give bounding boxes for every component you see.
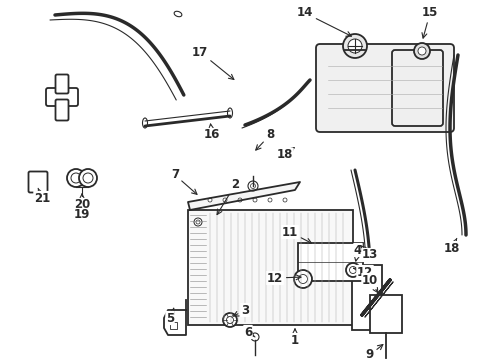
Circle shape xyxy=(298,274,307,284)
Bar xyxy=(369,295,401,333)
FancyBboxPatch shape xyxy=(55,99,68,121)
Text: 21: 21 xyxy=(34,188,50,204)
Text: 6: 6 xyxy=(244,325,254,338)
Text: 1: 1 xyxy=(290,329,299,346)
Ellipse shape xyxy=(142,118,147,128)
Circle shape xyxy=(71,173,81,183)
Bar xyxy=(297,243,362,281)
Text: 20: 20 xyxy=(74,194,90,211)
Ellipse shape xyxy=(227,108,232,118)
Text: 12: 12 xyxy=(353,266,372,279)
Circle shape xyxy=(250,333,259,341)
FancyBboxPatch shape xyxy=(391,50,442,126)
Text: 12: 12 xyxy=(266,271,300,284)
FancyBboxPatch shape xyxy=(55,75,68,94)
Text: 2: 2 xyxy=(217,179,239,215)
Circle shape xyxy=(252,198,257,202)
Circle shape xyxy=(247,181,258,191)
Text: 11: 11 xyxy=(281,225,311,243)
Circle shape xyxy=(194,218,202,226)
Text: 3: 3 xyxy=(233,303,248,316)
Circle shape xyxy=(346,263,359,277)
Text: 18: 18 xyxy=(443,238,459,255)
Bar xyxy=(170,322,177,329)
FancyBboxPatch shape xyxy=(28,171,47,193)
Circle shape xyxy=(413,43,429,59)
Bar xyxy=(187,210,352,325)
Text: 18: 18 xyxy=(276,148,293,162)
Circle shape xyxy=(79,169,97,187)
Text: 7: 7 xyxy=(171,168,197,194)
Text: 19: 19 xyxy=(74,208,90,221)
Circle shape xyxy=(83,173,93,183)
Text: 5: 5 xyxy=(165,308,174,324)
FancyBboxPatch shape xyxy=(315,44,453,132)
Circle shape xyxy=(347,39,361,53)
Text: 8: 8 xyxy=(255,129,274,150)
Ellipse shape xyxy=(174,11,182,17)
Circle shape xyxy=(223,313,237,327)
Circle shape xyxy=(250,184,255,189)
Text: 16: 16 xyxy=(203,124,220,141)
Text: 9: 9 xyxy=(365,345,382,360)
Bar xyxy=(351,265,381,330)
Circle shape xyxy=(238,198,242,202)
Circle shape xyxy=(342,34,366,58)
Circle shape xyxy=(349,266,356,274)
Circle shape xyxy=(196,220,200,224)
Text: 13: 13 xyxy=(360,246,377,261)
Circle shape xyxy=(223,198,226,202)
Circle shape xyxy=(293,270,311,288)
Circle shape xyxy=(267,198,271,202)
Text: 15: 15 xyxy=(421,6,437,38)
Circle shape xyxy=(226,316,233,324)
Circle shape xyxy=(417,47,425,55)
Text: 4: 4 xyxy=(353,243,362,261)
Text: 10: 10 xyxy=(361,274,377,293)
Ellipse shape xyxy=(35,193,41,199)
FancyBboxPatch shape xyxy=(46,88,78,106)
Polygon shape xyxy=(187,182,299,210)
Polygon shape xyxy=(163,300,185,335)
Text: 14: 14 xyxy=(296,6,351,36)
Text: 17: 17 xyxy=(191,45,233,80)
Circle shape xyxy=(67,169,85,187)
Circle shape xyxy=(207,198,212,202)
Circle shape xyxy=(283,198,286,202)
